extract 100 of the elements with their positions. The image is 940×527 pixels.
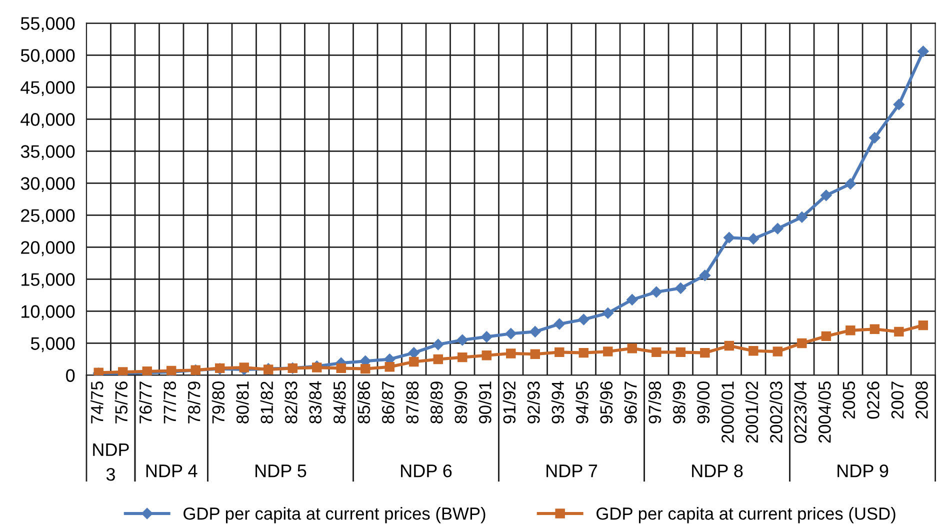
x-tick-label: 2000/01 [721,382,734,443]
point [893,98,905,110]
x-tick-label: 80/81 [236,382,249,424]
text: NDP 7 [546,464,598,478]
x-tick-label: 97/98 [648,382,662,424]
x-tick-label: 90/91 [478,382,492,424]
point [456,334,468,346]
point [796,212,808,223]
y-tick-label: 20,000 [21,241,75,256]
point [578,348,589,358]
point [894,326,904,337]
y-tick-label: 55,000 [20,17,75,32]
y-tick-label: 10,000 [22,305,75,320]
x-tick-label: 0223/04 [794,381,807,443]
point [554,318,565,330]
text: NDP 5 [256,464,306,478]
y-tick-label: 30,000 [20,177,75,192]
x-tick-label: 77/78 [163,382,176,424]
x-tick-label: 91/92 [502,382,516,424]
x-tick-label: 92/93 [527,382,540,424]
point [772,346,783,356]
x-tick-label: 95/96 [600,382,613,424]
point [820,190,832,201]
point [724,232,735,244]
x-tick-label: 93/94 [551,381,564,424]
point [748,346,758,356]
point [481,331,492,342]
point [482,350,492,360]
point [844,178,856,190]
point [458,352,468,362]
point [554,347,564,358]
x-tick-label: 2004/05 [818,382,831,443]
x-tick-label: 98/99 [672,382,686,424]
point [530,326,541,338]
x-tick-label: 88/89 [430,382,443,424]
x-tick-label: 84/85 [333,382,346,424]
point [432,338,444,350]
x-tick-label: 2007 [891,382,904,419]
x-tick-label: 81/82 [260,382,274,424]
text: NDP 8 [692,464,743,478]
point [918,320,928,330]
x-tick-label: 0226 [867,382,880,419]
point [336,363,346,374]
y-tick-label: 25,000 [21,209,75,224]
y-tick-label: 0 [66,369,75,382]
point [724,340,734,351]
point [772,223,784,234]
point [360,364,370,374]
point [748,233,760,244]
y-tick-label: 40,000 [20,113,75,128]
point [578,314,590,326]
point [239,362,249,372]
point [870,324,880,334]
x-tick-label: 94/95 [576,382,588,424]
x-tick-label: 87/88 [406,382,419,424]
y-tick-label: 50,000 [20,49,75,64]
x-tick-label: 2005 [842,382,856,419]
point [652,347,662,358]
x-tick-label: 96/97 [624,382,637,424]
x-tick-label: 99/00 [696,381,710,424]
text: NDP 4 [146,464,198,478]
x-tick-label: 74/75 [90,382,104,424]
y-tick-label: 45,000 [20,81,75,96]
x-tick-label: 78/79 [188,382,200,424]
point [675,282,686,294]
point [603,346,613,356]
point [505,328,516,340]
y-tick-label: 15,000 [22,273,75,288]
point [699,270,711,281]
text: NDP 6 [401,464,452,478]
x-tick-label: 2001/02 [745,382,758,443]
point [626,294,638,306]
point [797,338,807,348]
point [869,132,880,144]
y-tick-label: 35,000 [20,145,75,160]
legend-label: GDP per capita at current prices (USD) [596,507,896,524]
point [821,331,832,342]
point [602,308,614,319]
point [433,354,443,364]
point [384,362,394,372]
x-tick-label: 2002/03 [770,382,782,443]
x-tick-label: 79/80 [212,381,225,424]
point [627,343,638,354]
text: NDP 9 [838,464,888,478]
x-tick-label: 76/77 [139,382,152,424]
point [312,362,322,372]
x-tick-label: 75/76 [114,382,128,424]
text: NDP 3 [93,444,129,481]
point [408,347,420,358]
x-tick-label: 82/83 [284,382,298,424]
y-tick-label: 5,000 [30,337,75,352]
point [650,286,662,298]
point [409,356,419,367]
point [530,349,540,359]
point [700,348,710,358]
point [506,348,516,358]
x-tick-label: 2008 [916,382,928,419]
point [918,46,929,57]
x-tick-label: 89/90 [454,381,468,424]
point [676,347,686,358]
